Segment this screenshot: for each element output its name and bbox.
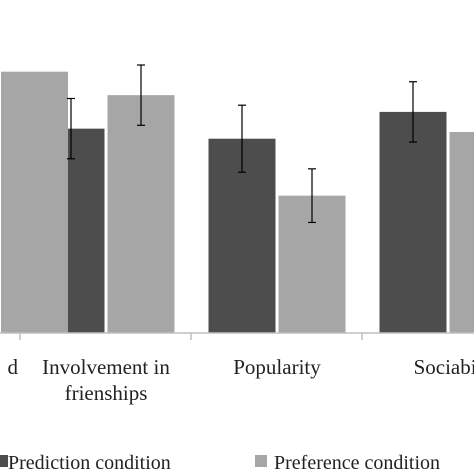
legend-swatch-prediction: [0, 455, 8, 467]
legend-label-prediction: Prediction condition: [8, 452, 171, 474]
bar-preference-0: [1, 71, 68, 333]
category-label-3: Sociabil: [414, 355, 474, 379]
bar-preference-1: [107, 95, 175, 334]
bar-preference-3: [449, 132, 474, 333]
error-bar-prediction-3: [409, 81, 417, 143]
category-label-line: d: [8, 355, 19, 379]
category-label-1: Involvement in frienships: [42, 355, 170, 405]
legend-label-preference: Preference condition: [274, 452, 440, 474]
error-bar-preference-2: [308, 168, 316, 224]
bar-prediction-3: [379, 111, 447, 334]
error-bars-layer: [67, 64, 417, 224]
x-ticks-layer: [19, 333, 363, 340]
legend-swatch-preference: [255, 455, 267, 467]
legend: Prediction condition Preference condition: [0, 452, 440, 474]
error-bar-preference-1: [137, 64, 145, 126]
category-labels-layer: d Involvement in frienships Popularity Socia…: [8, 355, 474, 405]
category-label-0: d: [8, 355, 19, 379]
error-bar-prediction-2: [238, 104, 246, 173]
category-label-line: Popularity: [233, 355, 321, 379]
category-label-line: Sociabil: [414, 355, 474, 379]
category-label-2: Popularity: [233, 355, 321, 379]
category-label-line: Involvement in: [42, 355, 170, 379]
error-bar-prediction-1: [67, 97, 75, 160]
category-label-line: frienships: [65, 381, 148, 405]
bars-layer: [1, 71, 474, 334]
